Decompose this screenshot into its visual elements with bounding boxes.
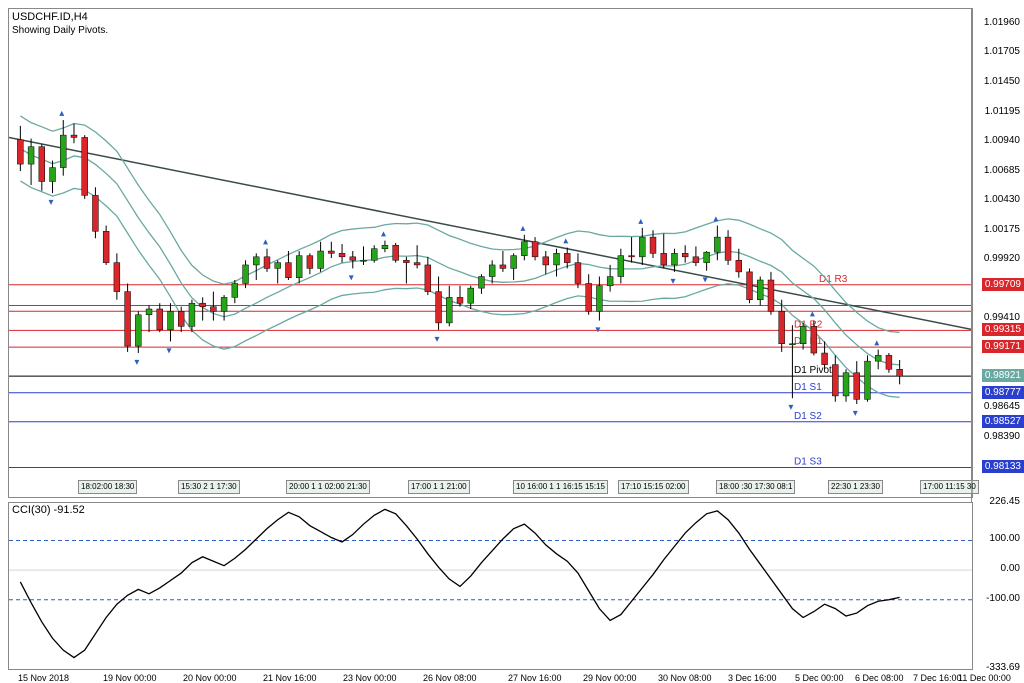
price-tag: 0.98133	[982, 460, 1024, 473]
svg-text:▾: ▾	[134, 357, 139, 368]
time-label: 23 Nov 00:00	[343, 673, 397, 683]
svg-text:▴: ▴	[638, 216, 643, 227]
time-label: 15 Nov 2018	[18, 673, 69, 683]
cci-y-axis: 226.45100.000.00-100.00-333.69	[973, 502, 1024, 670]
time-label: 21 Nov 16:00	[263, 673, 317, 683]
cci-tick: -333.69	[986, 662, 1020, 673]
svg-text:▾: ▾	[853, 408, 858, 419]
subtitle: Showing Daily Pivots.	[12, 24, 108, 37]
svg-text:▾: ▾	[166, 345, 171, 356]
price-tick: 1.00685	[984, 165, 1020, 176]
time-marker: 17:10 15:15 02:00	[618, 480, 689, 494]
time-label: 11 Dec 00:00	[958, 673, 1011, 683]
price-tick: 1.00430	[984, 194, 1020, 205]
time-marker: 18:02:00 18:30	[78, 480, 137, 494]
time-marker: 17:00 11:15 30	[920, 480, 979, 494]
cci-label: CCI(30) -91.52	[12, 504, 85, 516]
time-label: 29 Nov 00:00	[583, 673, 637, 683]
svg-text:▾: ▾	[349, 272, 354, 283]
svg-text:▾: ▾	[703, 275, 708, 286]
svg-text:D1 Pivot: D1 Pivot	[794, 365, 832, 376]
symbol-title: USDCHF.ID,H4	[12, 11, 108, 24]
price-tag: 0.98777	[982, 386, 1024, 399]
cci-indicator[interactable]	[8, 502, 973, 670]
time-marker: 20:00 1 1 02:00 21:30	[286, 480, 370, 494]
time-label: 26 Nov 08:00	[423, 673, 477, 683]
time-label: 3 Dec 16:00	[728, 673, 777, 683]
svg-text:▴: ▴	[563, 236, 568, 247]
time-marker: 15:30 2 1 17:30	[178, 480, 240, 494]
time-label: 19 Nov 00:00	[103, 673, 157, 683]
time-label: 6 Dec 08:00	[855, 673, 904, 683]
price-tick: 1.01705	[984, 46, 1020, 57]
svg-text:D1 S1: D1 S1	[794, 382, 822, 393]
price-tick: 1.01960	[984, 17, 1020, 28]
svg-text:▴: ▴	[520, 223, 525, 234]
time-x-axis: 15 Nov 2018 19 Nov 00:00 20 Nov 00:00 21 No…	[8, 670, 973, 683]
svg-text:▾: ▾	[670, 276, 675, 287]
price-chart-svg[interactable]: D1 R3D1 R2D1 R1D1 S1D1 S2D1 S3D1 Pivot▾▴…	[9, 9, 972, 497]
time-marker: 18:00 :30 17:30 08:1	[716, 480, 795, 494]
svg-text:▴: ▴	[874, 338, 879, 349]
price-tick: 1.01450	[984, 76, 1020, 87]
price-tag: 0.99315	[982, 323, 1024, 336]
svg-text:▾: ▾	[595, 325, 600, 336]
svg-text:▾: ▾	[788, 402, 793, 413]
price-tick: 0.98390	[984, 431, 1020, 442]
time-label: 20 Nov 00:00	[183, 673, 237, 683]
svg-text:D1 S2: D1 S2	[794, 411, 822, 422]
cci-tick: -100.00	[986, 593, 1020, 604]
price-y-axis: 1.01960 1.01705 1.01450 1.01195 1.00940 1.006…	[973, 8, 1024, 498]
time-marker: 17:00 1 1 21:00	[408, 480, 470, 494]
time-label: 7 Dec 16:00	[913, 673, 962, 683]
price-tick: 1.00175	[984, 224, 1020, 235]
chart-title-block: USDCHF.ID,H4 Showing Daily Pivots.	[12, 11, 108, 37]
svg-text:▴: ▴	[263, 237, 268, 248]
time-marker: 22:30 1 23:30	[828, 480, 883, 494]
price-tick: 0.99410	[984, 312, 1020, 323]
price-tick: 0.98645	[984, 401, 1020, 412]
cci-tick: 226.45	[989, 496, 1020, 507]
svg-text:D1 R2: D1 R2	[794, 319, 823, 330]
price-tag: 0.98527	[982, 415, 1024, 428]
price-tag: 0.99171	[982, 340, 1024, 353]
svg-text:D1 S3: D1 S3	[794, 456, 822, 467]
time-marker: 10 16:00 1 1 16:15 15:15	[513, 480, 608, 494]
svg-text:▴: ▴	[59, 108, 64, 119]
cci-svg[interactable]	[9, 503, 972, 669]
time-label: 5 Dec 00:00	[795, 673, 844, 683]
time-label: 30 Nov 08:00	[658, 673, 712, 683]
svg-text:▴: ▴	[381, 229, 386, 240]
price-tag: 0.99709	[982, 278, 1024, 291]
svg-text:D1 R1: D1 R1	[794, 336, 823, 347]
cci-tick: 0.00	[1001, 563, 1020, 574]
price-tick: 1.01195	[985, 106, 1020, 117]
time-label: 27 Nov 16:00	[508, 673, 562, 683]
price-tick: 1.00940	[984, 135, 1020, 146]
price-tick: 0.99920	[984, 253, 1020, 264]
svg-text:▴: ▴	[810, 309, 815, 320]
svg-text:▾: ▾	[435, 334, 440, 345]
price-tag: 0.98921	[982, 369, 1024, 382]
cci-tick: 100.00	[989, 533, 1020, 544]
svg-text:▾: ▾	[49, 197, 54, 208]
price-chart[interactable]: D1 R3D1 R2D1 R1D1 S1D1 S2D1 S3D1 Pivot▾▴…	[8, 8, 973, 498]
svg-text:▴: ▴	[713, 214, 718, 225]
